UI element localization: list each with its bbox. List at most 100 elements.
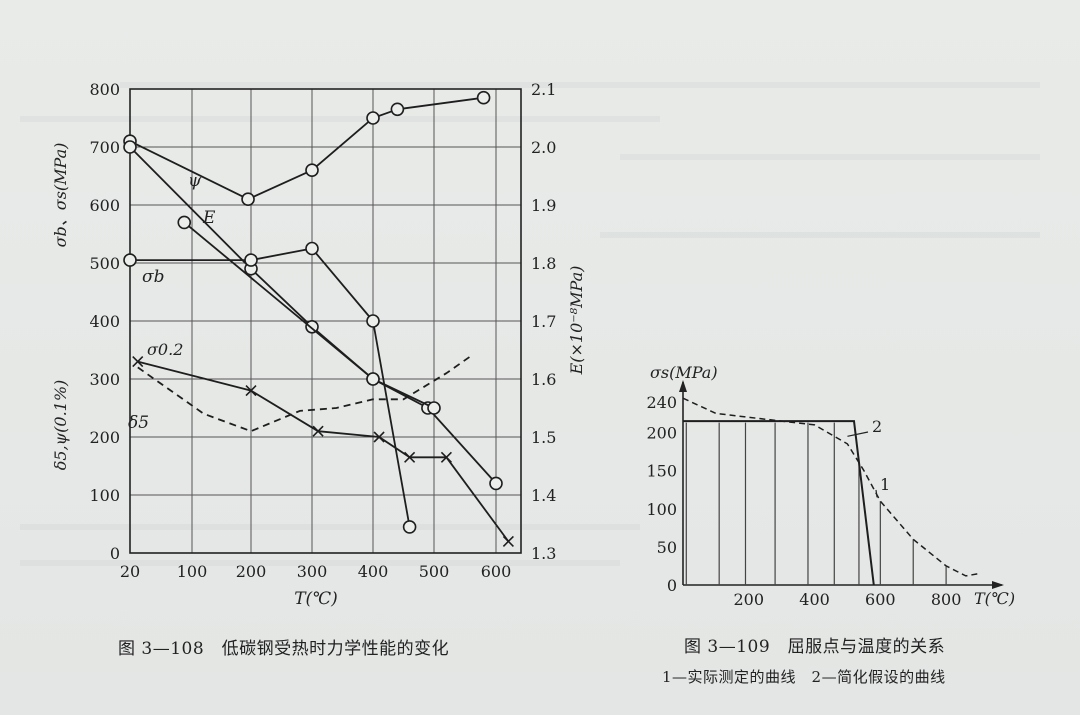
bleed-through-line	[120, 82, 1040, 88]
leader-line-1	[875, 489, 878, 498]
data-point	[312, 425, 324, 437]
chart2-body	[679, 380, 1004, 589]
data-point	[177, 215, 192, 230]
cross-stroke	[373, 431, 385, 443]
y-tick-label: 0	[667, 576, 677, 595]
figure2-legend-note: 1—实际测定的曲线 2—简化假设的曲线	[662, 668, 946, 686]
left-tick-label: 0	[110, 544, 120, 563]
data-point	[305, 241, 319, 256]
right-tick-label: 1.3	[531, 544, 556, 563]
curve-label-E: E	[202, 208, 216, 228]
figure1-caption: 图 3—108 低碳钢受热时力学性能的变化	[118, 639, 450, 659]
left-tick-label: 800	[89, 80, 120, 99]
data-point	[123, 140, 137, 154]
data-point	[440, 451, 452, 463]
left-axis-label-bottom: δ5,ψ(0.1%)	[51, 380, 70, 471]
y-tick-label: 240	[646, 393, 677, 412]
data-point	[373, 431, 385, 443]
data-point	[502, 535, 514, 547]
series-line-ψ	[129, 96, 484, 201]
bleed-through-line	[620, 154, 1040, 160]
right-tick-label: 1.8	[531, 254, 556, 273]
bleed-through-line	[20, 524, 640, 530]
y-tick-label: 200	[646, 424, 677, 443]
x-tick-label: 500	[419, 562, 450, 581]
data-point	[132, 356, 144, 368]
figure2-caption: 图 3—109 屈服点与温度的关系	[684, 637, 946, 657]
x-tick-label: 200	[734, 590, 765, 609]
chart1-curves	[123, 90, 514, 547]
bleed-through-line	[20, 560, 620, 566]
cross-stroke	[312, 425, 324, 437]
y-axis-label: σs(MPa)	[650, 363, 718, 382]
curve-label-1: 1	[880, 475, 890, 494]
y-tick-label: 100	[646, 500, 677, 519]
data-point	[245, 385, 257, 397]
data-point	[366, 372, 380, 386]
right-tick-label: 2.0	[531, 138, 556, 157]
left-tick-label: 700	[89, 138, 120, 157]
right-tick-label: 1.7	[531, 312, 556, 331]
chart1-ticks: 20 100 200 300 400 500 600 0 100 200 300 400 500 600 7…	[89, 80, 556, 581]
cross-stroke	[404, 451, 416, 463]
curve-label-sigma-b: σb	[142, 267, 165, 287]
left-tick-label: 100	[89, 486, 120, 505]
bleed-through-line	[600, 232, 1040, 238]
data-point	[390, 102, 405, 117]
x-axis-arrow	[992, 581, 1004, 589]
series-line-δ5	[137, 355, 472, 433]
cross-stroke	[440, 451, 452, 463]
cross-stroke	[502, 535, 514, 547]
data-point	[489, 476, 503, 491]
data-point	[305, 163, 319, 177]
leader-line-2	[847, 431, 869, 437]
curve-label-2: 2	[872, 417, 882, 436]
right-tick-label: 1.9	[531, 196, 556, 215]
data-point	[366, 111, 380, 125]
plot-frame	[129, 88, 522, 554]
x-tick-label: 600	[865, 590, 896, 609]
bleed-through-line	[20, 116, 660, 122]
x-tick-label: 400	[799, 590, 830, 609]
x-axis-label: T(℃)	[294, 589, 338, 609]
x-tick-label: 100	[177, 562, 208, 581]
x-tick-label: 200	[236, 562, 267, 581]
left-tick-label: 500	[89, 254, 120, 273]
x-tick-label: 20	[120, 562, 140, 581]
right-tick-label: 1.4	[531, 486, 556, 505]
chart2-ticks: 0 50 100 150 200 240 200 400 600 800	[646, 393, 961, 609]
curve-label-sigma-02: σ0.2	[147, 340, 183, 359]
y-tick-label: 50	[657, 538, 677, 557]
data-point	[366, 314, 380, 328]
right-tick-label: 2.1	[531, 80, 556, 99]
series-line-2	[683, 420, 875, 586]
x-tick-label: 800	[931, 590, 962, 609]
cross-stroke	[132, 356, 144, 368]
right-axis-label: E(×10⁻⁸MPa)	[567, 266, 586, 376]
left-tick-label: 300	[89, 370, 120, 389]
right-tick-label: 1.5	[531, 428, 556, 447]
data-point	[476, 90, 491, 105]
x-axis-label: T(℃)	[974, 589, 1015, 608]
curve-label-delta5: δ5	[128, 413, 149, 433]
right-tick-label: 1.6	[531, 370, 556, 389]
x-tick-label: 600	[481, 562, 512, 581]
left-axis-label-top: σb、σs(MPa)	[51, 143, 70, 248]
data-point	[123, 253, 137, 267]
chart2-labels: σs(MPa) T(℃) 2 1	[650, 363, 1015, 608]
y-tick-label: 150	[646, 462, 677, 481]
left-tick-label: 600	[89, 196, 120, 215]
data-point	[402, 520, 417, 534]
data-point	[244, 253, 258, 267]
series-line-1	[682, 397, 980, 577]
x-tick-label: 300	[297, 562, 328, 581]
y-axis-arrow	[679, 380, 687, 392]
curve-label-psi: ψ	[188, 171, 202, 191]
left-tick-label: 200	[89, 428, 120, 447]
cross-stroke	[245, 385, 257, 397]
data-point	[404, 451, 416, 463]
